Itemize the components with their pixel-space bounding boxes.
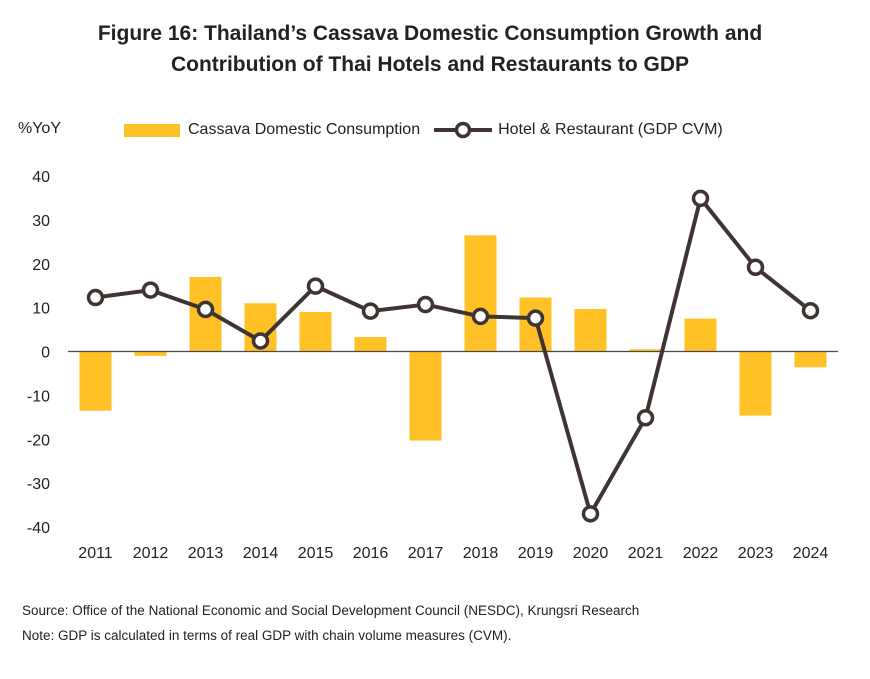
legend-line-swatch [434,121,493,139]
point-hotel-restaurant-2021 [636,409,655,427]
x-tick-label: 2021 [628,545,664,562]
point-hotel-restaurant-2015 [306,277,325,295]
point-hotel-restaurant-2019 [526,309,545,327]
source-note: Source: Office of the National Economic … [22,603,640,618]
point-hotel-restaurant-2016 [361,302,380,320]
x-tick-label: 2019 [518,545,554,562]
x-tick-label: 2017 [408,545,444,562]
x-tick-label: 2013 [188,545,224,562]
x-tick-label: 2016 [353,545,389,562]
x-tick-label: 2014 [243,545,279,562]
legend-line-marker [454,121,472,139]
x-tick-label: 2015 [298,545,334,562]
point-hotel-restaurant-2017 [416,295,435,314]
point-hotel-restaurant-2023 [746,258,765,277]
legend-bar-label: Cassava Domestic Consumption [188,121,421,138]
chart-title-line-1: Figure 16: Thailand’s Cassava Domestic C… [97,22,763,45]
y-tick-label: -40 [27,520,50,537]
point-hotel-restaurant-2014 [251,332,270,350]
bar-cassava-2016 [354,337,387,352]
point-hotel-restaurant-2012 [141,281,160,299]
y-tick-label: 40 [32,169,50,186]
y-tick-label: 10 [32,301,50,318]
x-tick-label: 2022 [683,545,719,562]
point-hotel-restaurant-2018 [471,307,490,326]
bar-cassava-2011 [79,351,112,411]
y-tick-label: 20 [32,257,50,274]
y-axis-unit: %YoY [18,120,61,137]
gdp-note: Note: GDP is calculated in terms of real… [22,628,512,643]
x-tick-label: 2024 [793,545,829,562]
x-tick-label: 2020 [573,545,609,562]
bar-cassava-2012 [134,351,167,356]
x-tick-label: 2023 [738,545,774,562]
point-hotel-restaurant-2022 [691,189,710,208]
bar-cassava-2021 [629,349,662,352]
legend-bar-swatch [124,123,180,137]
bar-cassava-2020 [574,308,607,352]
y-tick-label: -20 [27,432,50,449]
bar-cassava-2022 [684,318,717,352]
x-tick-label: 2011 [78,545,113,562]
bar-cassava-2018 [464,235,497,352]
y-tick-label: -10 [27,388,50,405]
point-hotel-restaurant-2011 [86,288,105,307]
x-tick-label: 2012 [133,545,169,562]
point-hotel-restaurant-2020 [581,505,600,523]
y-tick-label: 0 [41,345,50,362]
x-tick-label: 2018 [463,545,499,562]
y-tick-label: -30 [27,476,50,493]
bar-cassava-2024 [794,351,827,368]
bar-cassava-2023 [739,351,772,416]
chart-title: Figure 16: Thailand’s Cassava Domestic C… [0,18,860,80]
point-hotel-restaurant-2024 [801,301,820,320]
bar-cassava-2015 [299,312,332,352]
legend: Cassava Domestic Consumption Hotel & Res… [124,119,723,141]
line-hotel-restaurant [95,196,812,516]
y-tick-label: 30 [32,213,50,230]
legend-line-label: Hotel & Restaurant (GDP CVM) [498,121,723,138]
chart-title-line-2: Contribution of Thai Hotels and Restaura… [170,53,689,76]
bar-cassava-2017 [409,351,442,441]
point-hotel-restaurant-2013 [196,300,215,319]
